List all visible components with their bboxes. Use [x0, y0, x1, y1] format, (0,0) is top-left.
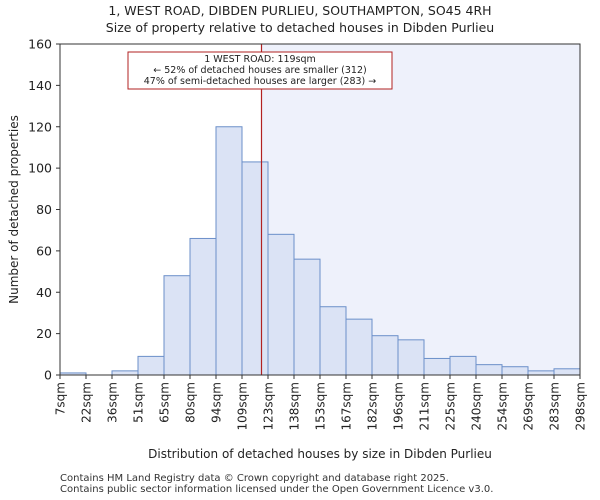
- x-axis: 7sqm 22sqm 36sqm 51sqm 65sqm 80sqm 94sqm 109sqm…: [54, 375, 588, 430]
- x-tick-label: 65sqm: [158, 382, 172, 423]
- x-tick-label: 94sqm: [210, 382, 224, 423]
- x-tick-label: 109sqm: [236, 382, 250, 430]
- bar: [293, 258, 321, 376]
- y-tick-label: 40: [36, 285, 52, 300]
- x-tick-label: 51sqm: [132, 382, 146, 423]
- annotation-box: 1 WEST ROAD: 119sqm ← 52% of detached ho…: [127, 51, 393, 90]
- y-tick-label: 80: [36, 202, 52, 217]
- footer-line-1: Contains HM Land Registry data © Crown c…: [60, 473, 449, 484]
- x-axis-label: Distribution of detached houses by size …: [148, 447, 492, 461]
- annotation-line-2: ← 52% of detached houses are smaller (31…: [153, 65, 366, 76]
- annotation-frame: [127, 51, 393, 90]
- bar: [553, 368, 581, 376]
- y-axis-label: Number of detached properties: [7, 115, 21, 304]
- bar: [111, 370, 139, 376]
- bar: [475, 364, 503, 376]
- y-tick-label: 20: [36, 326, 52, 341]
- x-tick-label: 211sqm: [418, 382, 432, 430]
- annotation-line-1: 1 WEST ROAD: 119sqm: [204, 54, 316, 65]
- x-tick-label: 7sqm: [54, 382, 68, 415]
- bar: [397, 339, 425, 376]
- x-tick-label: 138sqm: [288, 382, 302, 430]
- bar: [371, 335, 399, 376]
- x-tick-label: 36sqm: [106, 382, 120, 423]
- chart-title: 1, WEST ROAD, DIBDEN PURLIEU, SOUTHAMPTO…: [108, 3, 491, 18]
- x-tick-label: 225sqm: [444, 382, 458, 430]
- x-tick-label: 196sqm: [392, 382, 406, 430]
- x-tick-label: 182sqm: [366, 382, 380, 430]
- y-tick-label: 120: [28, 119, 52, 134]
- bar-group: [59, 126, 581, 376]
- bar: [267, 233, 295, 376]
- bar: [137, 355, 165, 376]
- y-tick-label: 160: [28, 37, 52, 52]
- bar: [241, 161, 269, 376]
- bar: [449, 355, 477, 376]
- bar: [319, 306, 347, 376]
- x-tick-label: 254sqm: [496, 382, 510, 430]
- x-tick-label: 298sqm: [574, 382, 588, 430]
- annotation-line-3: 47% of semi-detached houses are larger (…: [144, 76, 377, 87]
- bar: [215, 126, 243, 376]
- x-tick-label: 240sqm: [470, 382, 484, 430]
- y-tick-label: 140: [28, 78, 52, 93]
- y-tick-label: 100: [28, 161, 52, 176]
- x-tick-label: 269sqm: [522, 382, 536, 430]
- x-tick-label: 123sqm: [262, 382, 276, 430]
- bar: [189, 237, 217, 376]
- bar: [423, 357, 451, 376]
- x-tick-label: 153sqm: [314, 382, 328, 430]
- bar: [163, 275, 191, 376]
- x-tick-label: 80sqm: [184, 382, 198, 423]
- x-tick-label: 167sqm: [340, 382, 354, 430]
- y-tick-label: 60: [36, 243, 52, 258]
- x-tick-label: 22sqm: [80, 382, 94, 423]
- bar: [345, 318, 373, 376]
- y-tick-label: 0: [44, 368, 52, 383]
- y-axis: 0 20 40 60 80 100 120 140 160: [28, 37, 60, 383]
- bar: [501, 366, 529, 376]
- bar: [527, 370, 555, 376]
- footer-line-2: Contains public sector information licen…: [60, 484, 494, 495]
- x-tick-label: 283sqm: [548, 382, 562, 430]
- chart-subtitle: Size of property relative to detached ho…: [106, 20, 494, 35]
